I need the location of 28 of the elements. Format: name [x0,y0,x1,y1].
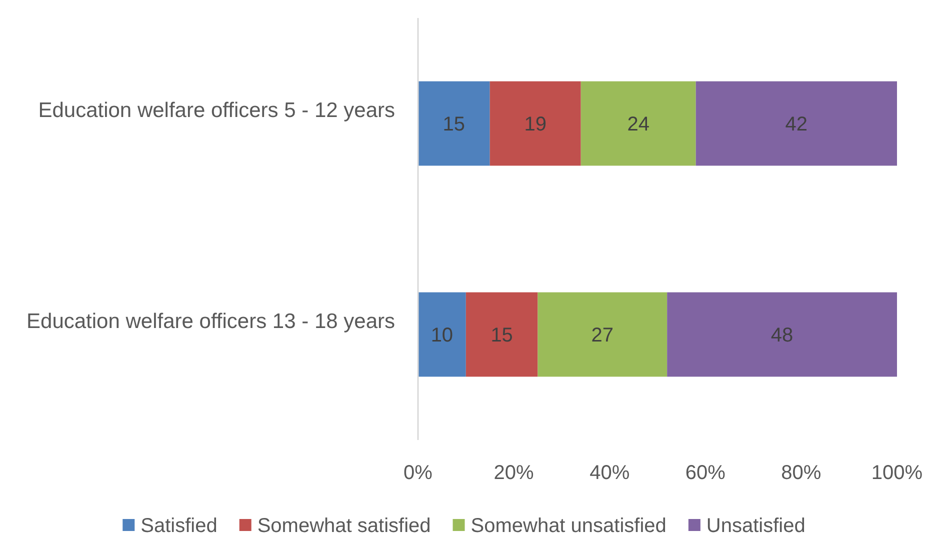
data-label: 19 [524,114,546,136]
data-label: 42 [785,114,808,136]
data-label: 24 [627,114,650,136]
x-tick-label: 80% [781,462,822,484]
bar [580,81,696,166]
data-label: 27 [591,324,614,346]
y-tick-label: Education welfare officers 5 - 12 years [38,98,395,122]
data-label: 10 [430,324,454,346]
bar [538,292,668,377]
data-label: 48 [770,324,794,346]
x-tick-label: 40% [590,462,630,484]
x-tick-label: 20% [494,462,534,484]
x-tick-label: 60% [685,462,726,484]
x-tick-label: 0% [404,462,433,484]
x-tick-label: 100% [871,462,923,484]
bar [418,292,466,377]
y-tick-label: Education welfare officers 13 - 18 years [26,310,395,333]
legend-label: Satisfied [140,515,218,537]
legend-label: Somewhat satisfied [257,515,431,537]
legend-label: Unsatisfied [706,515,806,537]
bar [667,292,897,377]
legend-label: Somewhat unsatisfied [470,515,666,537]
bar [696,81,897,166]
bar [418,81,490,166]
data-label: 15 [442,114,466,136]
data-label: 15 [490,324,513,346]
bar [466,292,538,377]
bar [490,81,581,166]
